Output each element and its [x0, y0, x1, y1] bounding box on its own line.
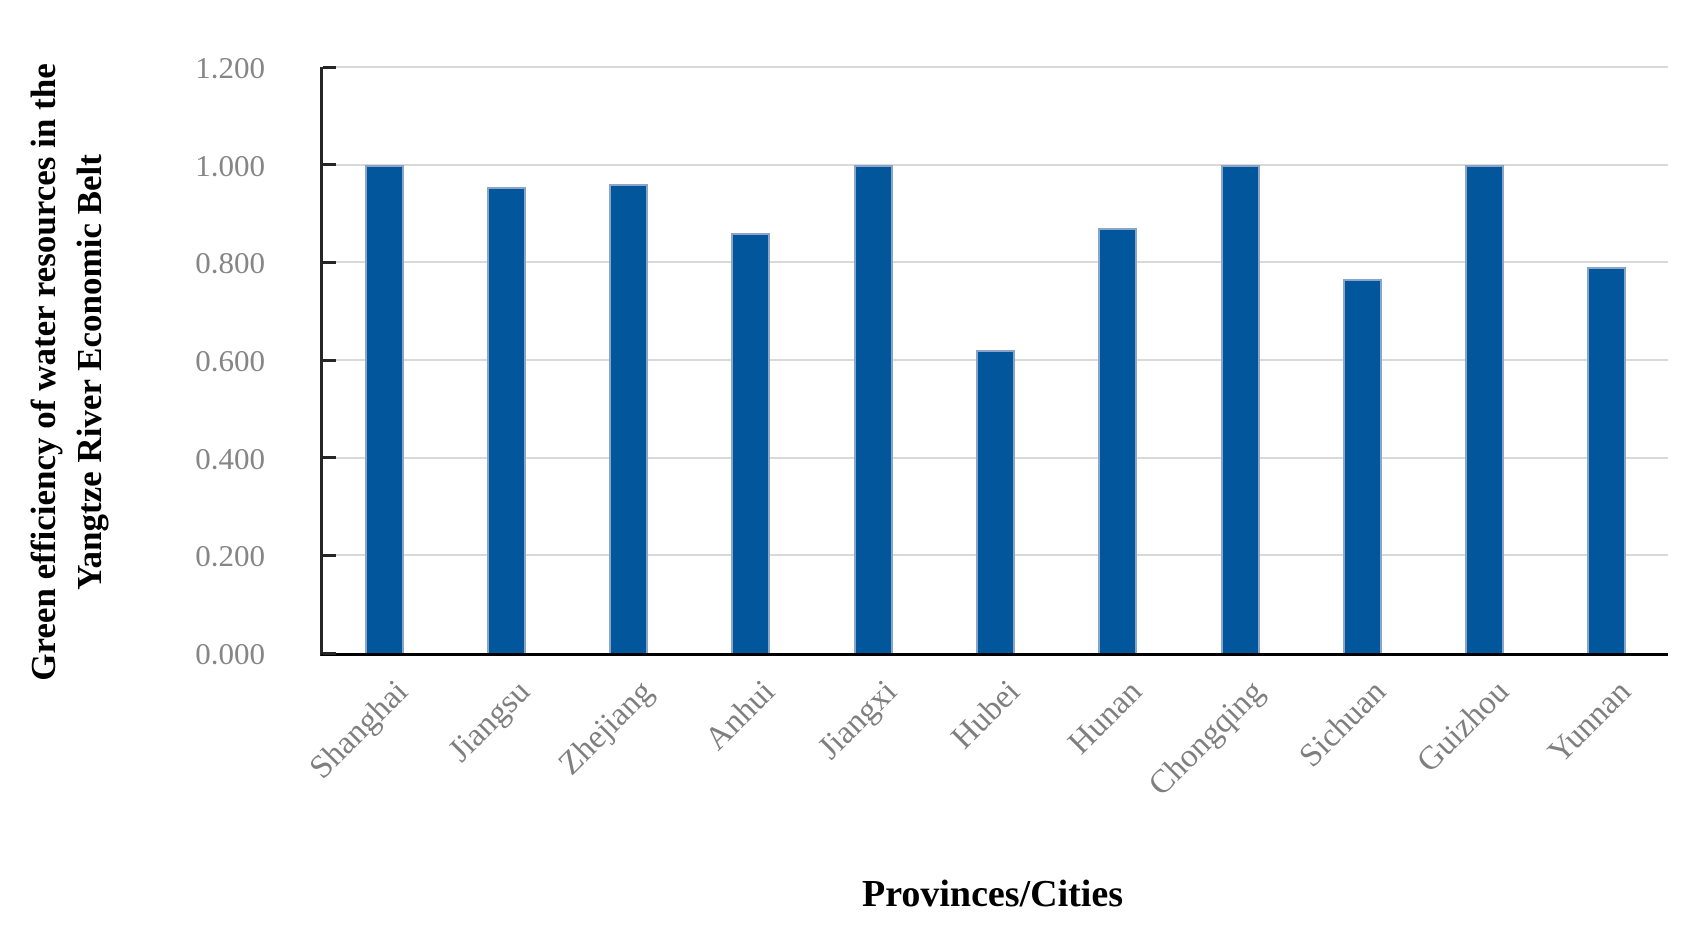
y-axis-title-line2: Yangtze River Economic Belt: [70, 154, 109, 590]
bar-guizhou: [1465, 164, 1505, 653]
y-tick-mark: [323, 163, 336, 167]
gridline: [323, 261, 1668, 264]
y-tick-label: 0.400: [195, 440, 265, 476]
y-tick-mark: [323, 65, 336, 69]
bar-shanghai: [364, 164, 404, 653]
y-axis-title: Green efficiency of water resources in t…: [21, 0, 113, 782]
y-tick-mark: [323, 358, 336, 362]
y-tick-label: 1.000: [195, 147, 265, 183]
bar-hubei: [976, 350, 1015, 653]
y-tick-mark: [323, 553, 336, 557]
y-tick-mark: [323, 456, 336, 460]
bar-zhejiang: [609, 184, 649, 653]
y-axis-title-line1: Green efficiency of water resources in t…: [23, 63, 63, 681]
plot-area: [320, 65, 1668, 656]
y-tick-label: 0.800: [195, 245, 265, 281]
gridline: [323, 163, 1668, 166]
bar-chongqing: [1220, 164, 1260, 653]
y-tick-mark: [323, 260, 336, 264]
y-tick-mark: [323, 651, 336, 655]
bar-jiangsu: [486, 186, 526, 653]
bar-sichuan: [1342, 279, 1382, 653]
bar-jiangxi: [853, 164, 893, 653]
y-tick-label: 0.200: [195, 538, 265, 574]
bar-anhui: [731, 233, 771, 653]
gridline: [323, 66, 1668, 68]
y-tick-label: 0.000: [195, 636, 265, 671]
bar-yunnan: [1587, 267, 1627, 653]
y-tick-label: 0.600: [195, 343, 265, 378]
y-tick-label: 1.200: [195, 50, 265, 85]
x-axis-title: Provinces/Cities: [861, 873, 1124, 915]
bar-hunan: [1098, 228, 1138, 653]
